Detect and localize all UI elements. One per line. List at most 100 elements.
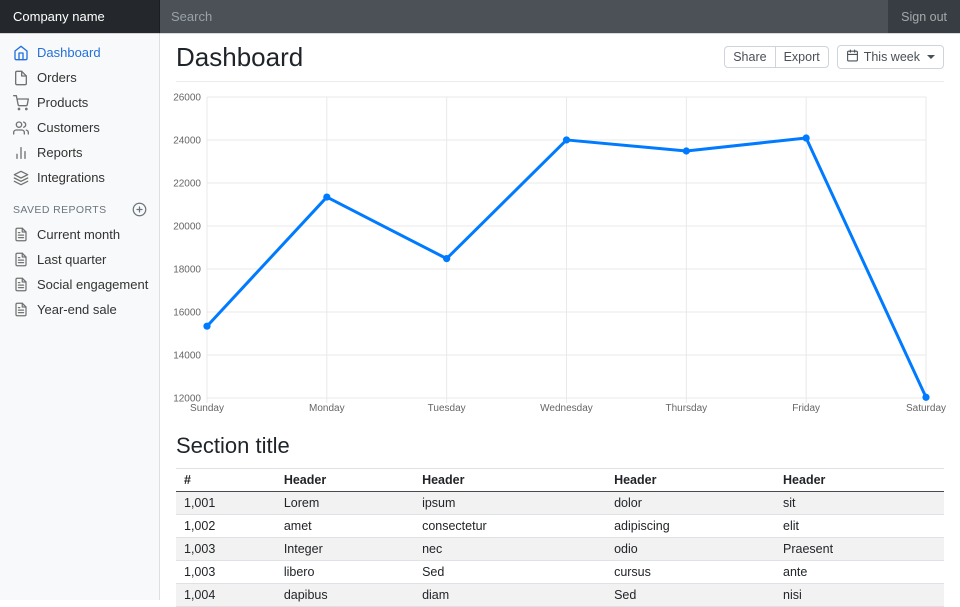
table-cell: Integer: [276, 538, 414, 561]
saved-report-year-end-sale[interactable]: Year-end sale: [0, 297, 160, 322]
table-cell: adipiscing: [606, 515, 775, 538]
saved-report-label: Last quarter: [37, 252, 106, 267]
table-cell: nisi: [775, 584, 944, 607]
file-text-icon: [13, 277, 29, 292]
saved-reports-list: Current month Last quarter Social engageme…: [0, 222, 160, 322]
search-input[interactable]: [160, 0, 888, 33]
sidebar-nav: Dashboard Orders Products Customers Reports I…: [0, 40, 160, 190]
file-text-icon: [13, 227, 29, 242]
calendar-icon: [846, 49, 859, 65]
x-axis-label: Thursday: [665, 403, 707, 414]
table-cell: amet: [276, 515, 414, 538]
saved-report-social-engagement[interactable]: Social engagement: [0, 272, 160, 297]
table-cell: dapibus: [276, 584, 414, 607]
y-axis-label: 18000: [173, 265, 201, 276]
saved-reports-label: Saved reports: [13, 204, 107, 216]
sidebar-item-label: Reports: [37, 145, 83, 160]
table-cell: diam: [414, 584, 606, 607]
saved-report-label: Year-end sale: [37, 302, 117, 317]
page-header: Dashboard Share Export This week: [176, 33, 944, 82]
plus-circle-icon: [132, 202, 147, 217]
saved-report-label: Social engagement: [37, 277, 148, 292]
x-axis-label: Wednesday: [540, 403, 593, 414]
table-cell: Praesent: [775, 538, 944, 561]
sidebar-item-dashboard[interactable]: Dashboard: [0, 40, 160, 65]
chart-point: [323, 193, 330, 200]
table-cell: elit: [775, 515, 944, 538]
table-cell: ante: [775, 561, 944, 584]
sidebar-item-customers[interactable]: Customers: [0, 115, 160, 140]
column-header: Header: [775, 469, 944, 492]
table-cell: odio: [606, 538, 775, 561]
sidebar-item-reports[interactable]: Reports: [0, 140, 160, 165]
chart-point: [563, 136, 570, 143]
chart-point: [443, 255, 450, 262]
sidebar-item-products[interactable]: Products: [0, 90, 160, 115]
x-axis-label: Saturday: [906, 403, 946, 414]
plus-circle-icon[interactable]: [132, 202, 147, 217]
line-chart-svg: 1200014000160001800020000220002400026000…: [176, 90, 944, 420]
saved-report-current-month[interactable]: Current month: [0, 222, 160, 247]
bar-chart-icon: [13, 145, 29, 161]
table-cell: 1,003: [176, 561, 276, 584]
column-header: Header: [276, 469, 414, 492]
table-cell: Lorem: [276, 492, 414, 515]
users-icon: [13, 120, 29, 136]
period-dropdown[interactable]: This week: [837, 45, 944, 69]
x-axis-label: Tuesday: [428, 403, 466, 414]
sidebar-item-integrations[interactable]: Integrations: [0, 165, 160, 190]
signout-area: Sign out: [888, 0, 960, 33]
saved-reports-heading: Saved reports: [0, 190, 160, 222]
chevron-down-icon: [927, 55, 935, 59]
sign-out-link[interactable]: Sign out: [901, 10, 947, 24]
y-axis-label: 16000: [173, 308, 201, 319]
sidebar-item-label: Integrations: [37, 170, 105, 185]
table-cell: Sed: [606, 584, 775, 607]
share-export-group: Share Export: [724, 46, 829, 68]
y-axis-label: 14000: [173, 351, 201, 362]
brand[interactable]: Company name: [0, 0, 160, 33]
toolbar: Share Export This week: [724, 45, 944, 69]
table-cell: 1,003: [176, 538, 276, 561]
table-cell: 1,001: [176, 492, 276, 515]
column-header: #: [176, 469, 276, 492]
chart-point: [803, 134, 810, 141]
column-header: Header: [606, 469, 775, 492]
sidebar-item-label: Customers: [37, 120, 100, 135]
column-header: Header: [414, 469, 606, 492]
layers-icon: [13, 170, 29, 186]
x-axis-label: Sunday: [190, 403, 224, 414]
table-cell: ipsum: [414, 492, 606, 515]
section-title: Section title: [176, 433, 944, 459]
x-axis-label: Friday: [792, 403, 820, 414]
top-navbar: Company name Sign out: [0, 0, 960, 33]
share-button[interactable]: Share: [724, 46, 775, 68]
page-title: Dashboard: [176, 42, 303, 72]
sidebar-item-label: Products: [37, 95, 88, 110]
x-axis-label: Monday: [309, 403, 345, 414]
table-cell: nec: [414, 538, 606, 561]
sidebar-item-label: Dashboard: [37, 45, 101, 60]
search-bar: [160, 0, 888, 33]
sidebar: Dashboard Orders Products Customers Reports I…: [0, 33, 160, 600]
calendar-icon: [846, 49, 859, 62]
shopping-cart-icon: [13, 95, 29, 111]
table-cell: 1,004: [176, 584, 276, 607]
table-cell: dolor: [606, 492, 775, 515]
sidebar-item-orders[interactable]: Orders: [0, 65, 160, 90]
y-axis-label: 20000: [173, 222, 201, 233]
chart-point: [922, 394, 929, 401]
file-text-icon: [13, 252, 29, 267]
saved-report-last-quarter[interactable]: Last quarter: [0, 247, 160, 272]
export-button[interactable]: Export: [775, 46, 829, 68]
table-cell: cursus: [606, 561, 775, 584]
table-cell: consectetur: [414, 515, 606, 538]
